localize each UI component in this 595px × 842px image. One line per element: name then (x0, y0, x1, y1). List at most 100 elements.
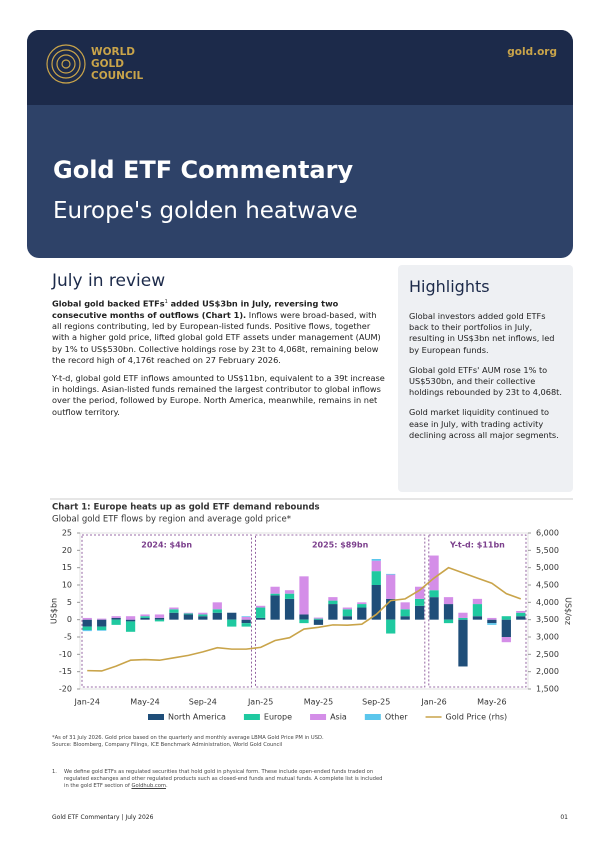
bar (140, 616, 150, 618)
y-tick-label: -15 (59, 667, 72, 676)
bar (154, 614, 165, 618)
bar (97, 630, 107, 631)
annotation: 2024: $4bn (141, 541, 192, 550)
highlight: Global gold ETFs' AUM rose 1% to US$530b… (409, 364, 562, 398)
footnote-body: We define gold ETFs as regulated securit… (64, 769, 387, 790)
bar (111, 617, 121, 620)
bar (97, 619, 107, 627)
footnote: 1. We define gold ETFs as regulated secu… (52, 769, 387, 789)
y-tick-label: 5 (67, 598, 72, 607)
y2-tick-label: 4,000 (536, 598, 559, 607)
bar (256, 605, 266, 608)
text: Inflows were broad-based, with all regio… (52, 309, 381, 365)
bar (212, 612, 222, 620)
period-box (255, 534, 426, 688)
bar (82, 626, 92, 631)
bar (270, 595, 280, 620)
bar (313, 618, 324, 620)
x-tick-label: Sep-24 (189, 698, 217, 707)
title: Gold ETF Commentary (53, 156, 354, 184)
site-link[interactable]: gold.org (507, 46, 557, 58)
x-tick-label: Jan-24 (74, 698, 100, 707)
legend-label: North America (168, 713, 226, 722)
bar (299, 619, 309, 624)
bar (212, 609, 222, 613)
bar (169, 609, 179, 613)
page-number: 01 (560, 814, 568, 821)
x-tick-label: May-25 (304, 698, 333, 707)
bar (386, 574, 396, 599)
bar (183, 614, 194, 620)
bar (357, 604, 367, 608)
y2-tick-label: 2,500 (536, 650, 559, 659)
bar (400, 602, 410, 610)
y2-tick-label: 5,500 (536, 546, 559, 555)
bar (299, 576, 309, 615)
bar (357, 607, 367, 620)
y2-tick-label: 3,000 (536, 633, 559, 642)
bar (501, 619, 511, 637)
bar (429, 555, 439, 591)
bar (125, 619, 136, 622)
bar (140, 617, 150, 620)
chart-notes: *As of 31 July 2026. Gold price based on… (52, 735, 324, 749)
bar (299, 614, 309, 620)
bar (443, 604, 454, 620)
y-axis-label: US$bn (50, 598, 59, 624)
bar (97, 618, 107, 620)
bar (386, 573, 396, 575)
y2-tick-label: 5,000 (536, 563, 559, 572)
paragraph: Global gold backed ETFs1 added US$3bn in… (52, 297, 387, 366)
legend-label: Other (385, 713, 408, 722)
bar (154, 617, 165, 620)
bar (125, 621, 136, 632)
footer-left: Gold ETF Commentary | July 2026 (52, 814, 154, 821)
logo (46, 44, 86, 84)
footnote-link[interactable]: Goldhub.com (131, 783, 166, 789)
bar (516, 616, 526, 620)
bar (342, 616, 352, 620)
bar (443, 619, 454, 624)
plot-frame (79, 532, 529, 690)
bar (97, 626, 107, 631)
x-tick-label: May-26 (477, 698, 506, 707)
bar (357, 602, 367, 605)
x-tick-label: May-24 (130, 698, 159, 707)
bar (342, 609, 352, 617)
bar (313, 619, 324, 625)
bar (140, 614, 150, 617)
legend-swatch (310, 714, 327, 720)
period-box (428, 534, 527, 688)
bar (487, 623, 497, 625)
bar (443, 597, 454, 605)
highlight: Gold market liquidity continued to ease … (409, 407, 559, 440)
bar (154, 619, 165, 622)
bar (169, 607, 179, 610)
legend-label: Gold Price (rhs) (446, 713, 508, 722)
bar (458, 612, 468, 618)
bar (371, 585, 381, 620)
x-tick-label: Jan-25 (247, 698, 273, 707)
bar (82, 619, 92, 627)
bar (125, 616, 136, 620)
note: Source: Bloomberg, Company Filings, ICE … (52, 742, 283, 748)
bar (227, 612, 237, 620)
bar (183, 613, 194, 615)
y2-tick-label: 4,500 (536, 581, 559, 590)
bar (198, 614, 208, 617)
y-tick-label: 0 (67, 615, 72, 624)
x-tick-label: Sep-25 (362, 698, 390, 707)
bar (400, 609, 410, 617)
bar (487, 619, 497, 624)
y2-tick-label: 1,500 (536, 685, 559, 694)
bar (270, 586, 280, 594)
bar (458, 619, 468, 667)
footnote-text: We define gold ETFs as regulated securit… (64, 769, 383, 789)
bar (284, 598, 295, 620)
bar (169, 612, 179, 620)
bar (501, 637, 511, 643)
bar (414, 586, 425, 599)
chart-subtitle: Global gold ETF flows by region and aver… (52, 515, 291, 525)
bar (414, 605, 425, 620)
